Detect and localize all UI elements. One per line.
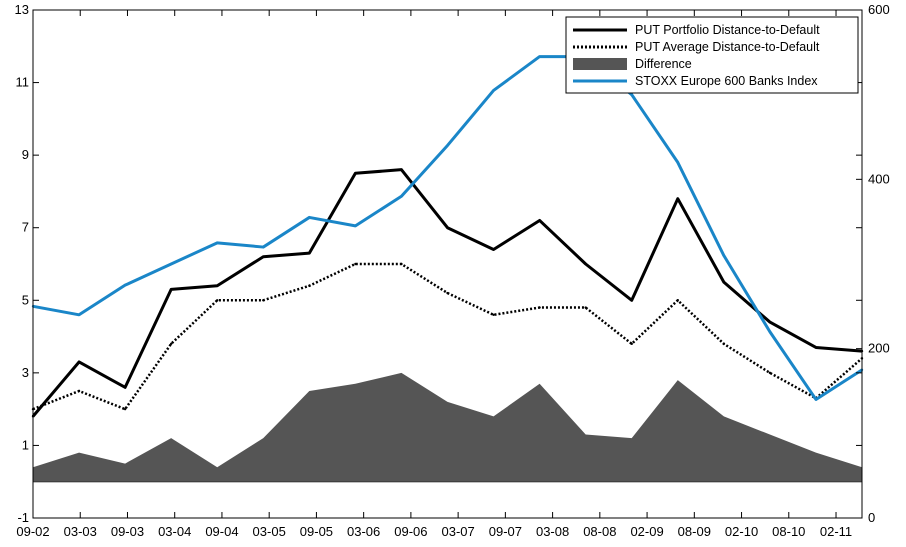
y-tick-label: 13 [15, 2, 29, 17]
series-4-point [262, 245, 265, 249]
series-1-point [446, 226, 449, 229]
y2-tick-label: 0 [868, 510, 875, 525]
series-2-point [722, 342, 726, 346]
series-4-point [446, 144, 449, 147]
y-tick-label: 1 [22, 437, 29, 452]
legend-swatch [573, 58, 627, 70]
x-tick-label: 03-05 [253, 524, 286, 539]
series-2-point [262, 299, 265, 302]
legend-label: Difference [635, 57, 692, 71]
series-1-point [768, 320, 772, 324]
series-1-point [216, 284, 219, 287]
series-4-point [123, 283, 127, 287]
x-tick-label: 09-04 [205, 524, 238, 539]
series-4-point [354, 224, 357, 228]
series-2-point [308, 284, 311, 287]
x-tick-label: 08-10 [772, 524, 805, 539]
x-tick-label: 03-04 [158, 524, 191, 539]
x-tick-label: 03-06 [347, 524, 380, 539]
series-2-point [446, 291, 449, 295]
series-4-point [492, 89, 495, 92]
x-tick-label: 09-06 [394, 524, 427, 539]
x-tick-label: 09-02 [16, 524, 49, 539]
series-2-point [400, 262, 403, 266]
x-tick-label: 09-03 [111, 524, 144, 539]
series-4-point [768, 330, 772, 333]
series-2-point [492, 313, 495, 316]
x-tick-label: 02-11 [820, 524, 852, 539]
y2-tick-label: 400 [868, 171, 890, 186]
series-1-point [123, 386, 127, 389]
series-4-point [308, 216, 311, 219]
y-tick-label: 7 [22, 220, 29, 235]
series-4-point [169, 262, 173, 266]
series-1-point [308, 251, 311, 255]
series-1-point [77, 360, 81, 364]
plot-frame [32, 9, 863, 519]
y-tick-label: 9 [22, 147, 29, 162]
series-4-point [676, 161, 679, 164]
series-4-point [630, 93, 633, 96]
series-2-point [630, 342, 633, 346]
series-2-point [123, 407, 127, 411]
x-tick-label: 08-09 [678, 524, 711, 539]
y-tick-label: -1 [17, 510, 29, 525]
series-4-point [77, 313, 81, 316]
series-1-point [722, 280, 726, 284]
series-1-point [814, 346, 818, 349]
series-2-point [538, 306, 541, 309]
series-1-point [630, 299, 633, 302]
y-tick-label: 11 [16, 75, 30, 90]
series-4-point [814, 398, 818, 401]
legend-label: STOXX Europe 600 Banks Index [635, 74, 818, 88]
x-tick-label: 09-07 [489, 524, 522, 539]
series-1-point [492, 248, 495, 251]
series-4-point [400, 195, 403, 198]
y-tick-label: 5 [22, 292, 29, 307]
series-1-point [538, 219, 541, 222]
series-1-point [400, 168, 403, 171]
x-tick-label: 08-08 [583, 524, 616, 539]
y-tick-label: 3 [22, 365, 29, 380]
series-2 [32, 262, 863, 411]
series-1-point [262, 255, 265, 258]
y2-tick-label: 600 [868, 2, 890, 17]
series-2-point [354, 262, 357, 266]
series-4-point [722, 254, 726, 257]
series-1-point [584, 262, 587, 266]
series-2-point [676, 299, 679, 302]
series-2-point [216, 299, 219, 302]
series-1-point [676, 197, 679, 200]
series-1-point [169, 288, 173, 291]
x-tick-label: 03-03 [64, 524, 97, 539]
series-2-point [77, 389, 81, 393]
series-2-point [584, 306, 587, 309]
legend-label: PUT Portfolio Distance-to-Default [635, 23, 820, 37]
series-difference-area [33, 372, 862, 482]
x-tick-label: 09-05 [300, 524, 333, 539]
x-tick-label: 03-08 [536, 524, 569, 539]
series-4-point [216, 241, 219, 245]
series-2-point [169, 342, 173, 346]
series-2-point [768, 371, 772, 375]
x-tick-label: 03-07 [442, 524, 475, 539]
y2-tick-label: 200 [868, 341, 890, 356]
series-4-point [538, 55, 541, 58]
legend-label: PUT Average Distance-to-Default [635, 40, 820, 54]
series-1-point [354, 172, 357, 175]
x-tick-label: 02-10 [725, 524, 758, 539]
x-tick-label: 02-09 [630, 524, 663, 539]
